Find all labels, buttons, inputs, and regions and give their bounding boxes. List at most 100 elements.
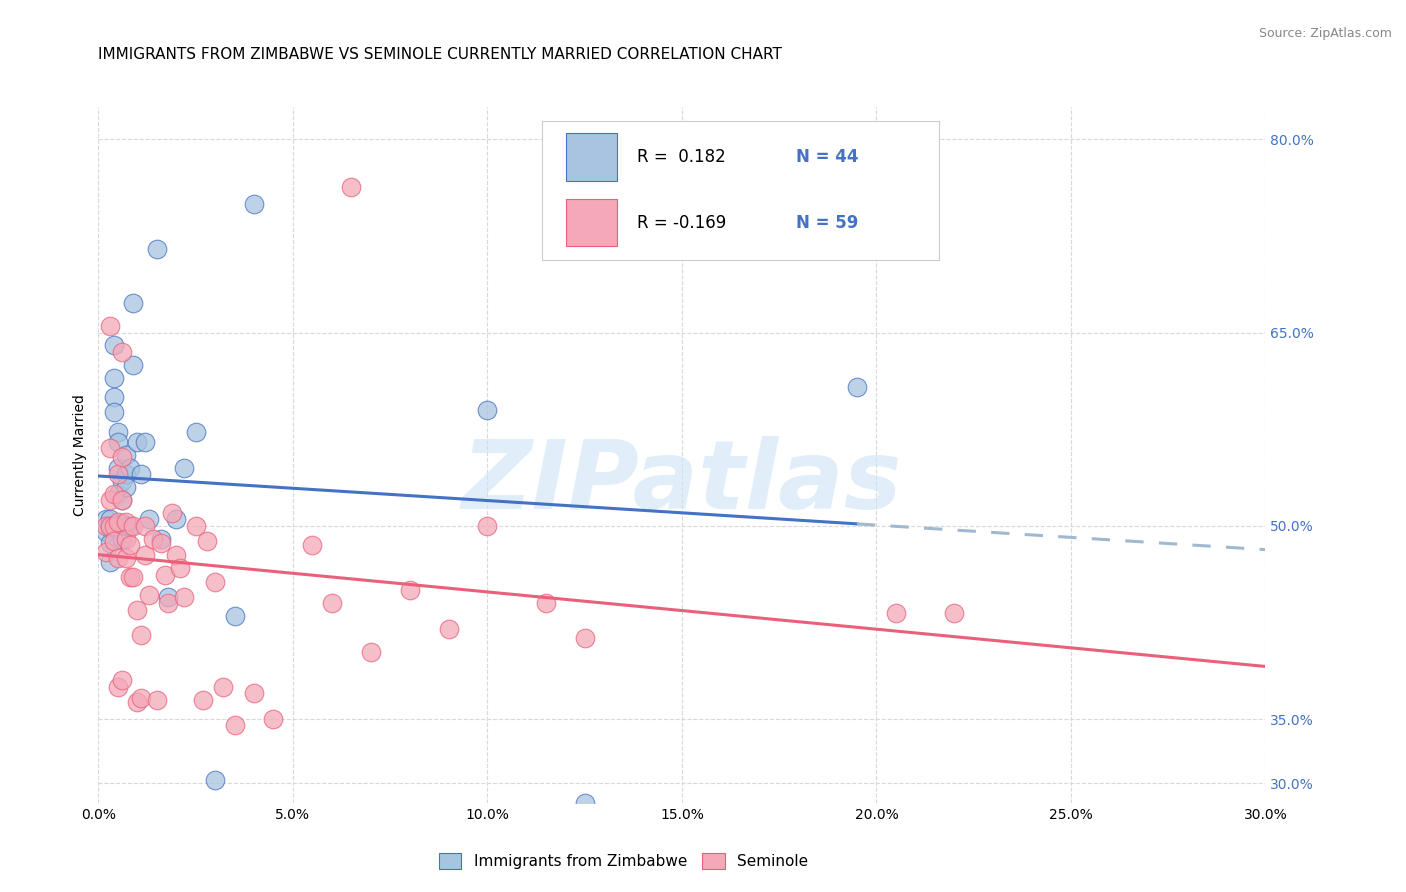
Point bbox=[114, 467, 136, 482]
Point bbox=[118, 460, 141, 475]
Point bbox=[107, 435, 129, 450]
Point bbox=[103, 518, 125, 533]
Point bbox=[193, 692, 215, 706]
Point bbox=[845, 379, 868, 393]
Text: ZIPatlas: ZIPatlas bbox=[461, 436, 903, 529]
Point bbox=[134, 435, 156, 450]
Point bbox=[157, 596, 180, 610]
Point bbox=[118, 538, 141, 552]
Point bbox=[129, 628, 152, 642]
Point bbox=[477, 518, 499, 533]
Point bbox=[96, 518, 118, 533]
Point bbox=[107, 460, 129, 475]
Point bbox=[107, 467, 129, 482]
Point bbox=[107, 515, 129, 529]
Point bbox=[884, 607, 907, 621]
Point bbox=[477, 402, 499, 417]
Point bbox=[98, 518, 121, 533]
Point bbox=[114, 518, 136, 533]
Point bbox=[243, 686, 266, 700]
Point bbox=[103, 370, 125, 384]
Point bbox=[98, 521, 121, 535]
Point bbox=[301, 538, 323, 552]
Point bbox=[195, 534, 218, 549]
Point bbox=[96, 525, 118, 540]
Point bbox=[184, 425, 207, 439]
Point bbox=[98, 319, 121, 334]
Point bbox=[360, 645, 382, 659]
Point bbox=[107, 518, 129, 533]
Point bbox=[103, 390, 125, 404]
Point bbox=[165, 512, 187, 526]
Text: IMMIGRANTS FROM ZIMBABWE VS SEMINOLE CURRENTLY MARRIED CORRELATION CHART: IMMIGRANTS FROM ZIMBABWE VS SEMINOLE CUR… bbox=[98, 47, 782, 62]
Point bbox=[149, 532, 172, 546]
Point bbox=[111, 516, 134, 531]
Text: Source: ZipAtlas.com: Source: ZipAtlas.com bbox=[1258, 27, 1392, 40]
Point bbox=[114, 551, 136, 566]
Point bbox=[184, 518, 207, 533]
Point bbox=[98, 442, 121, 456]
Point bbox=[122, 296, 145, 310]
Point bbox=[534, 596, 557, 610]
Point bbox=[149, 535, 172, 549]
Point bbox=[138, 588, 160, 602]
Point bbox=[103, 534, 125, 549]
Point bbox=[114, 532, 136, 546]
Point bbox=[437, 622, 460, 636]
Point bbox=[142, 532, 165, 546]
Point bbox=[173, 460, 195, 475]
Point bbox=[107, 486, 129, 500]
Legend: Immigrants from Zimbabwe, Seminole: Immigrants from Zimbabwe, Seminole bbox=[433, 847, 814, 875]
Point bbox=[111, 493, 134, 508]
Point bbox=[321, 596, 343, 610]
Point bbox=[138, 512, 160, 526]
Point bbox=[224, 609, 246, 624]
Point bbox=[129, 467, 152, 482]
Point bbox=[162, 506, 184, 520]
Point bbox=[107, 551, 129, 566]
Point bbox=[118, 570, 141, 584]
Point bbox=[103, 486, 125, 500]
Point bbox=[114, 480, 136, 494]
Point bbox=[122, 358, 145, 372]
Point bbox=[153, 567, 176, 582]
Point bbox=[574, 631, 596, 645]
Point bbox=[103, 405, 125, 419]
Point bbox=[98, 535, 121, 549]
Point bbox=[111, 344, 134, 359]
Point bbox=[98, 512, 121, 526]
Point bbox=[122, 570, 145, 584]
Point bbox=[111, 673, 134, 688]
Point bbox=[122, 518, 145, 533]
Point bbox=[107, 425, 129, 439]
Point bbox=[98, 555, 121, 569]
Point bbox=[127, 435, 149, 450]
Point bbox=[98, 518, 121, 533]
Point bbox=[134, 549, 156, 563]
Point bbox=[111, 450, 134, 465]
Point bbox=[204, 575, 226, 590]
Point bbox=[340, 180, 363, 194]
Point bbox=[127, 695, 149, 709]
Point bbox=[243, 196, 266, 211]
Point bbox=[111, 474, 134, 488]
Point bbox=[146, 242, 169, 256]
Point bbox=[114, 448, 136, 462]
Point bbox=[169, 561, 191, 575]
Point bbox=[111, 493, 134, 508]
Point bbox=[224, 718, 246, 732]
Point bbox=[157, 590, 180, 604]
Point bbox=[165, 549, 187, 563]
Point bbox=[98, 493, 121, 508]
Point bbox=[111, 532, 134, 546]
Point bbox=[118, 518, 141, 533]
Point bbox=[134, 518, 156, 533]
Point bbox=[127, 602, 149, 616]
Y-axis label: Currently Married: Currently Married bbox=[73, 394, 87, 516]
Point bbox=[129, 691, 152, 706]
Point bbox=[96, 544, 118, 558]
Point bbox=[114, 515, 136, 529]
Point bbox=[146, 692, 169, 706]
Point bbox=[107, 680, 129, 694]
Point bbox=[574, 796, 596, 810]
